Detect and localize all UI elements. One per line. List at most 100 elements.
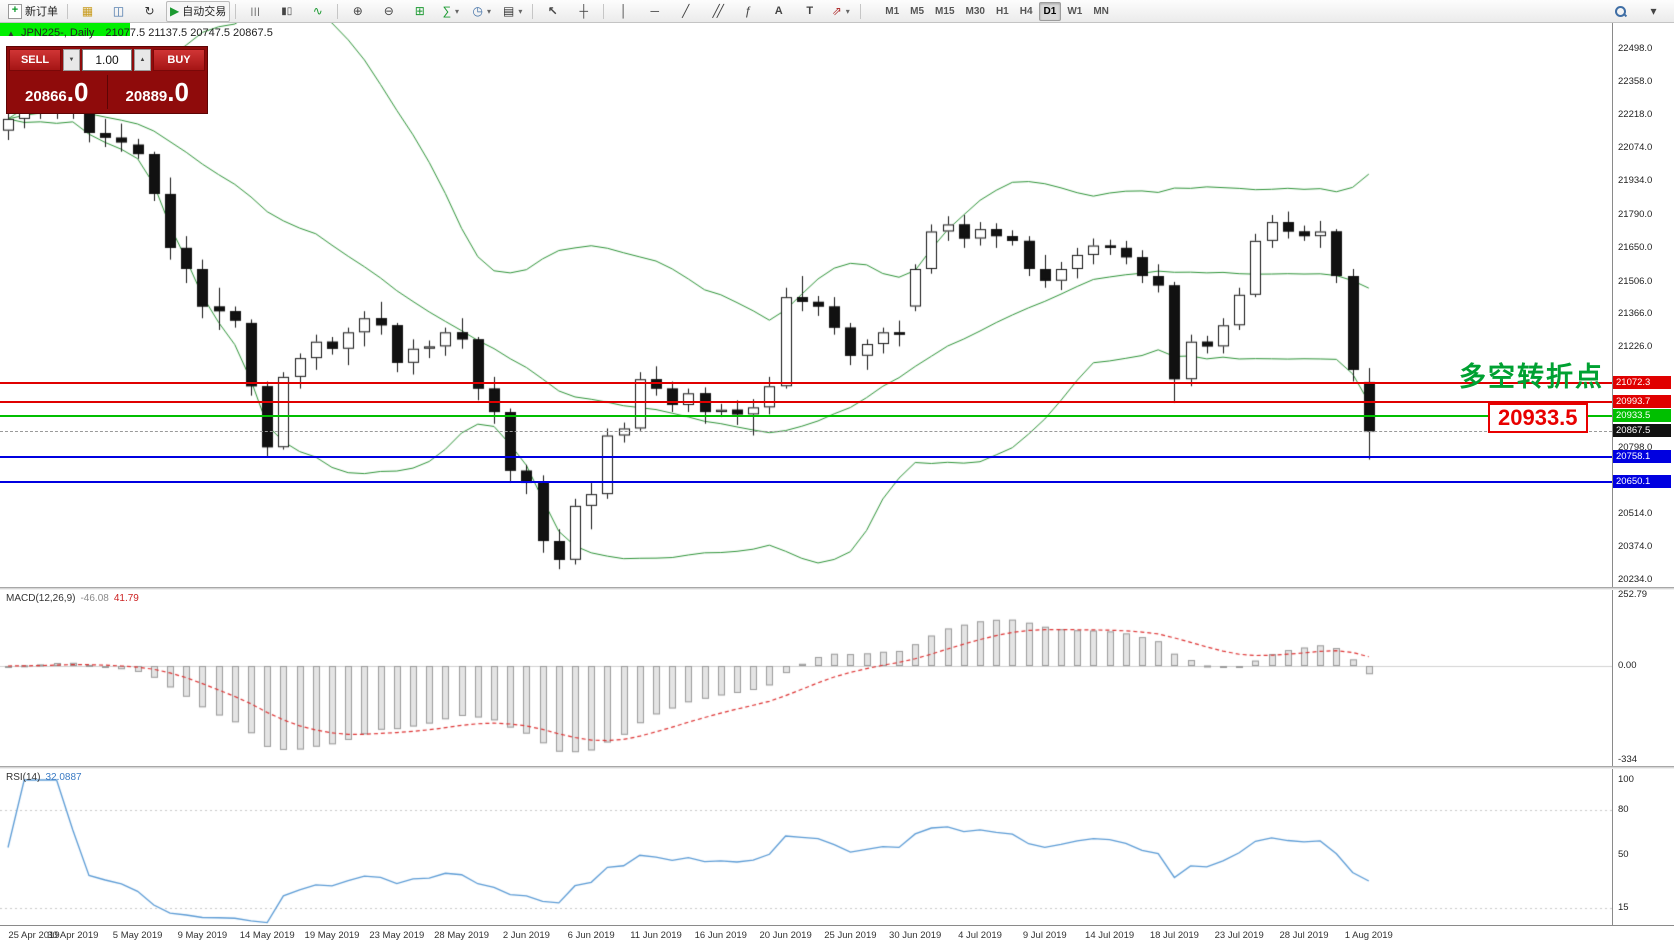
horizontal-line[interactable] bbox=[0, 382, 1612, 385]
rsi-label: RSI(14) 32.0887 bbox=[6, 772, 82, 783]
macd-pane: MACD(12,26,9) -46.08 41.79 bbox=[0, 590, 1674, 766]
timeframe-h1-button[interactable]: H1 bbox=[995, 5, 1009, 17]
trendline-button[interactable]: ╱ bbox=[671, 1, 700, 22]
trendline-icon: ╱ bbox=[682, 4, 690, 18]
refresh-button[interactable]: ↻ bbox=[135, 1, 164, 22]
date-label: 6 Jun 2019 bbox=[567, 930, 615, 941]
arrows-button[interactable]: ⇗ ▾ bbox=[826, 1, 855, 22]
bar-chart-button[interactable]: ||| bbox=[241, 1, 270, 22]
date-label: 19 May 2019 bbox=[304, 930, 360, 941]
price-tick-label: 21366.0 bbox=[1618, 308, 1653, 320]
price-divider bbox=[106, 75, 108, 109]
buy-button[interactable]: BUY bbox=[153, 49, 205, 71]
zoom-in-button[interactable]: ⊕ bbox=[343, 1, 372, 22]
date-label: 28 Jul 2019 bbox=[1279, 930, 1329, 941]
templates-button[interactable]: ▤ ▾ bbox=[498, 1, 527, 22]
zoom-out-button[interactable]: ⊖ bbox=[374, 1, 403, 22]
date-label: 5 May 2019 bbox=[112, 930, 163, 941]
pane-splitter[interactable] bbox=[0, 766, 1674, 769]
stepper-down-icon: ▼ bbox=[68, 57, 75, 63]
toolbar-separator bbox=[860, 3, 862, 19]
data-window-button[interactable]: ◫ bbox=[104, 1, 133, 22]
date-label: 1 Aug 2019 bbox=[1344, 930, 1393, 941]
autotrade-button[interactable]: ▶ 自动交易 bbox=[166, 0, 231, 22]
price-tick-label: 20234.0 bbox=[1618, 573, 1653, 585]
rsi-pane: RSI(14) 32.0887 bbox=[0, 769, 1674, 925]
rsi-axis[interactable]: 100 80 50 15 bbox=[1613, 769, 1674, 925]
fibonacci-icon: ƒ bbox=[744, 4, 752, 18]
line-chart-button[interactable]: ∿ bbox=[303, 1, 332, 22]
text-icon: A bbox=[774, 5, 783, 17]
turning-point-annotation[interactable]: 多空转折点 bbox=[1459, 362, 1604, 392]
tile-windows-button[interactable]: ⊞ bbox=[405, 1, 434, 22]
crosshair-button[interactable]: ┼ bbox=[569, 1, 598, 22]
text-label-icon: T bbox=[806, 5, 814, 17]
text-button[interactable]: A bbox=[764, 1, 793, 22]
horizontal-line-icon: ─ bbox=[650, 4, 659, 18]
volume-increase-button[interactable]: ▲ bbox=[134, 49, 151, 71]
price-tick-label: 22498.0 bbox=[1618, 43, 1653, 55]
vertical-line-icon: │ bbox=[619, 4, 628, 18]
price-chart-pane: ▲ JPN225-, Daily 21077.5 21137.5 20747.5… bbox=[0, 23, 1674, 587]
price-chart-canvas[interactable] bbox=[0, 23, 1612, 587]
indicators-button[interactable]: ∑ ▾ bbox=[436, 1, 465, 22]
market-watch-button[interactable]: ▦ bbox=[73, 1, 102, 22]
date-label: 9 Jul 2019 bbox=[1022, 930, 1067, 941]
price-line-label: 20933.5 bbox=[1613, 408, 1671, 422]
rsi-tick-label: 80 bbox=[1618, 804, 1629, 815]
clock-icon: ◷ bbox=[472, 4, 483, 18]
text-label-button[interactable]: T bbox=[795, 1, 824, 22]
sell-button[interactable]: SELL bbox=[9, 49, 61, 71]
price-tick-label: 21934.0 bbox=[1618, 175, 1653, 187]
date-label: 2 Jun 2019 bbox=[502, 930, 550, 941]
horizontal-line[interactable] bbox=[0, 481, 1612, 484]
rsi-tick-label: 50 bbox=[1618, 849, 1629, 860]
panel-toggle-icon[interactable]: ▲ bbox=[7, 29, 15, 38]
date-axis[interactable]: 25 Apr 2019 30 Apr 2019 5 May 2019 9 May 20… bbox=[0, 925, 1674, 947]
cursor-button[interactable]: ↖ bbox=[538, 1, 567, 22]
horizontal-line[interactable] bbox=[0, 456, 1612, 459]
data-window-icon: ◫ bbox=[112, 4, 125, 18]
main-toolbar: + 新订单 ▦ ◫ ↻ ▶ 自动交易 ||| ▮▯ ∿ ⊕ ⊖ ⊞ ∑ ▾ ◷ ▾ … bbox=[0, 0, 1674, 23]
arrows-icon: ⇗ bbox=[831, 4, 842, 18]
macd-axis[interactable]: 252.79 0.00 -334 bbox=[1613, 589, 1674, 766]
price-line-label: 21072.3 bbox=[1613, 376, 1671, 390]
timeframe-m15-button[interactable]: M15 bbox=[935, 5, 955, 17]
channel-button[interactable]: ╱╱ bbox=[702, 1, 731, 22]
buy-price-display[interactable]: 20889.0 bbox=[125, 76, 189, 107]
price-tick-label: 22218.0 bbox=[1618, 108, 1653, 120]
rsi-canvas[interactable] bbox=[0, 769, 1612, 925]
vertical-line-button[interactable]: │ bbox=[609, 1, 638, 22]
current-price-line bbox=[0, 431, 1612, 433]
chevron-down-icon: ▾ bbox=[486, 6, 491, 16]
macd-canvas[interactable] bbox=[0, 590, 1612, 766]
price-tick-label: 22358.0 bbox=[1618, 75, 1653, 87]
timeframe-d1-button[interactable]: D1 bbox=[1038, 1, 1062, 21]
date-label: 20 Jun 2019 bbox=[759, 930, 812, 941]
candlestick-chart-button[interactable]: ▮▯ bbox=[272, 1, 301, 22]
timeframe-h4-button[interactable]: H4 bbox=[1019, 5, 1033, 17]
timeframe-m30-button[interactable]: M30 bbox=[965, 5, 985, 17]
timeframe-m5-button[interactable]: M5 bbox=[910, 5, 925, 17]
search-button[interactable] bbox=[1606, 1, 1635, 22]
horizontal-line[interactable] bbox=[0, 414, 1612, 417]
sell-price-display[interactable]: 20866.0 bbox=[25, 76, 89, 107]
autotrade-label: 自动交易 bbox=[182, 6, 227, 18]
horizontal-line[interactable] bbox=[0, 400, 1612, 403]
fibonacci-button[interactable]: ƒ bbox=[733, 1, 762, 22]
timeframe-w1-button[interactable]: W1 bbox=[1067, 5, 1083, 17]
timeframe-mn-button[interactable]: MN bbox=[1093, 5, 1109, 17]
volume-decrease-button[interactable]: ▼ bbox=[63, 49, 80, 71]
timeframe-group: M1 M5 M15 M30 H1 H4 D1 W1 MN bbox=[880, 1, 1114, 21]
timeframe-m1-button[interactable]: M1 bbox=[885, 5, 900, 17]
toolbar-separator bbox=[337, 3, 339, 19]
periods-button[interactable]: ◷ ▾ bbox=[467, 1, 496, 22]
toolbar-overflow-button[interactable]: ▾ bbox=[1639, 1, 1668, 22]
price-callout-annotation[interactable]: 20933.5 bbox=[1488, 403, 1588, 433]
pane-splitter[interactable] bbox=[0, 587, 1674, 590]
horizontal-line-button[interactable]: ─ bbox=[640, 1, 669, 22]
price-axis[interactable]: 22498.0 22358.0 22218.0 22074.0 21934.0 21790… bbox=[1613, 23, 1674, 587]
price-tick-label: 20514.0 bbox=[1618, 508, 1653, 520]
new-order-button[interactable]: + 新订单 bbox=[4, 1, 62, 22]
volume-input[interactable]: 1.00 bbox=[82, 49, 132, 71]
